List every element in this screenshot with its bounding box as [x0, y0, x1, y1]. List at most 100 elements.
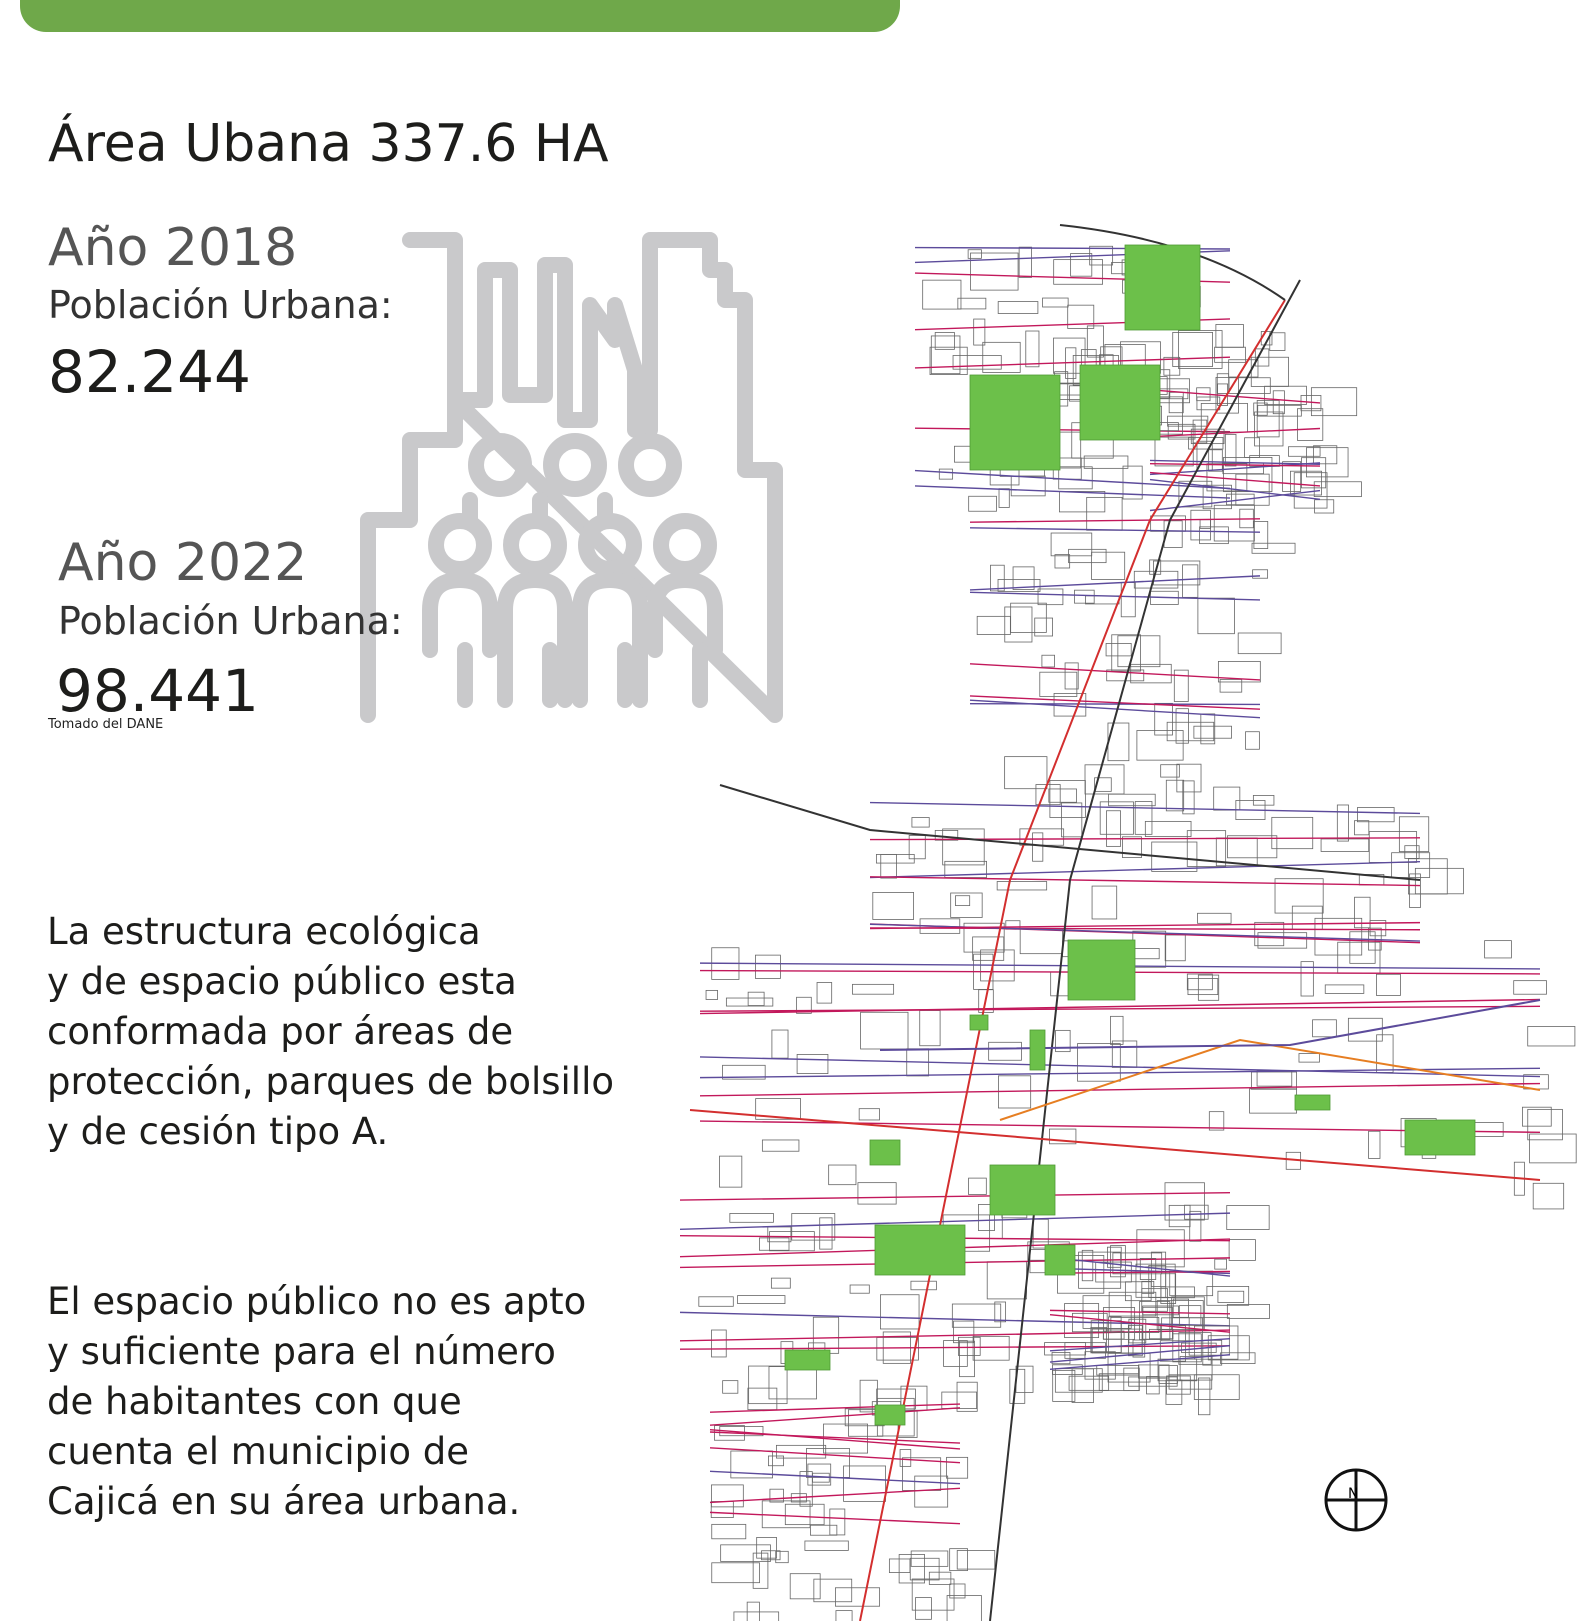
city-icon — [360, 232, 783, 723]
map-shape — [899, 1449, 912, 1467]
map-shape — [1182, 780, 1195, 815]
map-shape — [1404, 1119, 1476, 1156]
map-shape — [733, 1611, 780, 1621]
map-shape — [1141, 1280, 1155, 1294]
map-shape — [1301, 457, 1327, 489]
title: Área Ubana 337.6 HA — [48, 114, 609, 174]
map-shape — [1049, 1314, 1231, 1333]
map-shape — [1153, 560, 1201, 586]
map-shape — [1127, 1324, 1143, 1357]
map-shape — [1041, 654, 1055, 668]
map-shape — [699, 1082, 1541, 1097]
map-shape — [1320, 838, 1370, 852]
map-shape — [1166, 721, 1215, 742]
map-shape — [1172, 332, 1213, 367]
map-shape — [1213, 504, 1255, 542]
map-shape — [1049, 1128, 1077, 1145]
map-shape — [1136, 1229, 1185, 1268]
map-shape — [1064, 662, 1079, 690]
map-shape — [1529, 1133, 1577, 1164]
map-shape — [804, 1540, 849, 1551]
map-shape — [789, 1573, 821, 1600]
map-shape — [1044, 1244, 1076, 1276]
map-shape — [996, 881, 1048, 891]
map-shape — [1179, 1356, 1213, 1381]
paragraph-line: cuenta el municipio de — [47, 1430, 470, 1473]
map-shape — [1059, 491, 1106, 513]
map-shape — [1004, 606, 1033, 643]
map-shape — [875, 854, 915, 864]
label: Población Urbana: — [48, 283, 393, 327]
map-shape — [1055, 1029, 1071, 1053]
map-shape — [1264, 385, 1307, 405]
map-shape — [1300, 395, 1322, 412]
map-shape — [1354, 896, 1371, 929]
map-shape — [709, 1447, 961, 1464]
map-shape — [1105, 643, 1132, 657]
map-shape — [709, 1403, 961, 1413]
map-shape — [1484, 940, 1512, 959]
map-shape — [1049, 1344, 1231, 1363]
map-shape — [1029, 1029, 1046, 1071]
map-shape — [1107, 1352, 1151, 1383]
map-shape — [1165, 779, 1185, 812]
map-shape — [1004, 756, 1048, 790]
map-shape — [1336, 804, 1349, 842]
map-shape — [860, 1011, 909, 1050]
map-shape — [1226, 1304, 1270, 1319]
map-shape — [1050, 532, 1093, 557]
map-shape — [679, 1212, 1231, 1230]
map-shape — [1167, 423, 1196, 440]
map-shape — [1142, 1305, 1179, 1316]
map-shape — [1049, 780, 1086, 818]
map-shape — [1019, 928, 1063, 955]
map-shape — [911, 1578, 955, 1611]
map-shape — [914, 427, 1231, 433]
map-shape — [1168, 1374, 1213, 1390]
value: 82.244 — [48, 338, 251, 406]
map-shape — [1172, 1298, 1190, 1318]
map-shape — [1300, 961, 1314, 997]
map-shape — [1297, 408, 1324, 441]
map-shape — [1257, 932, 1308, 949]
map-shape — [752, 1552, 769, 1589]
map-shape — [1139, 1258, 1157, 1280]
map-shape — [709, 1470, 961, 1485]
map-shape — [775, 1550, 789, 1564]
map-shape — [1190, 509, 1211, 541]
map-shape — [828, 1164, 857, 1186]
map-shape — [729, 1213, 774, 1223]
map-shape — [705, 989, 718, 1000]
map-shape — [1208, 449, 1223, 472]
map-shape — [1274, 878, 1324, 914]
map-shape — [1085, 595, 1120, 605]
map-shape — [1090, 1327, 1107, 1354]
map-shape — [1070, 253, 1093, 277]
map-shape — [810, 1524, 838, 1536]
map-shape — [1032, 832, 1044, 862]
map-shape — [869, 923, 1421, 942]
map-shape — [1037, 588, 1064, 606]
map-shape — [1034, 617, 1053, 637]
map-shape — [1010, 475, 1046, 497]
map-shape — [1086, 496, 1123, 531]
map-shape — [1249, 1088, 1298, 1114]
map-shape — [869, 860, 1421, 879]
map-shape — [1164, 1182, 1205, 1221]
map-shape — [941, 1391, 978, 1409]
map-shape — [1149, 489, 1321, 512]
map-shape — [967, 249, 982, 259]
map-shape — [679, 1191, 1231, 1201]
map-shape — [876, 1337, 919, 1361]
map-shape — [1054, 1368, 1103, 1393]
map-shape — [1068, 1375, 1110, 1391]
map-shape — [1256, 1070, 1293, 1087]
map-shape — [1136, 730, 1184, 761]
map-shape — [1084, 764, 1125, 795]
map-shape — [1132, 1339, 1146, 1358]
map-shape — [1124, 244, 1201, 331]
map-shape — [969, 703, 1261, 706]
paragraph-line: La estructura ecológica — [47, 910, 481, 953]
map-shape — [982, 341, 1021, 373]
map-shape — [1018, 246, 1032, 278]
